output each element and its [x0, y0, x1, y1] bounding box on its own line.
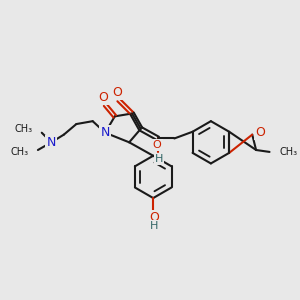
Text: CH₃: CH₃ — [279, 147, 297, 157]
Text: H: H — [150, 221, 158, 231]
Text: O: O — [149, 211, 159, 224]
Text: CH₃: CH₃ — [10, 147, 28, 157]
Text: N: N — [47, 136, 56, 149]
Text: O: O — [153, 140, 161, 150]
Text: CH₃: CH₃ — [14, 124, 32, 134]
Text: H: H — [155, 154, 163, 164]
Text: O: O — [112, 86, 122, 99]
Text: O: O — [255, 126, 265, 139]
Text: N: N — [100, 126, 110, 139]
Text: O: O — [98, 91, 108, 103]
